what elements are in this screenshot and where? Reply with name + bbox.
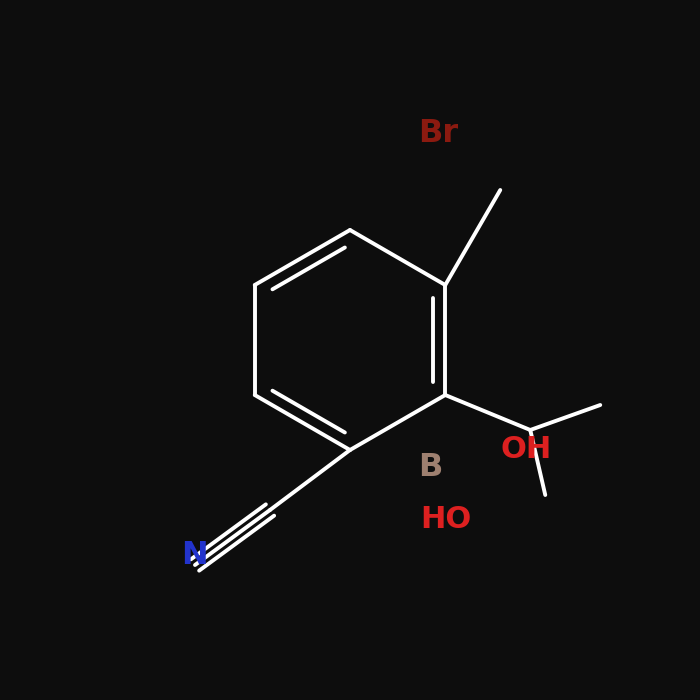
Text: N: N xyxy=(181,540,209,570)
Text: HO: HO xyxy=(420,505,471,535)
Text: Br: Br xyxy=(418,118,458,148)
Text: OH: OH xyxy=(500,435,552,465)
Text: B: B xyxy=(418,452,442,484)
